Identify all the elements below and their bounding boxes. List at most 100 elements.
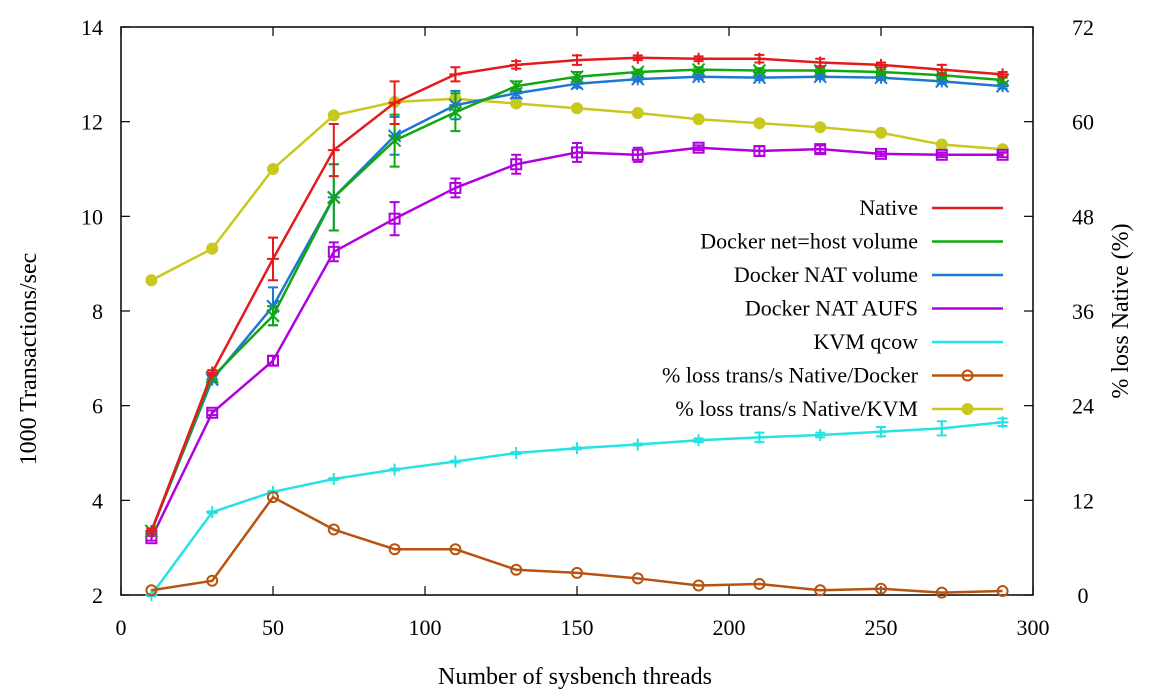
data-point xyxy=(388,463,401,476)
data-point xyxy=(510,158,523,171)
x-tick-label: 150 xyxy=(561,615,594,640)
data-point xyxy=(449,181,462,194)
data-point xyxy=(753,145,766,158)
series-5 xyxy=(145,491,1009,599)
data-point xyxy=(570,69,584,84)
data-point xyxy=(753,52,766,65)
legend-item: Docker NAT AUFS xyxy=(745,296,1003,321)
legend-label: KVM qcow xyxy=(814,329,919,354)
data-point xyxy=(631,72,645,86)
y-tick-label: 12 xyxy=(81,110,103,135)
y2-tick-label: 60 xyxy=(1072,110,1094,135)
legend-label: % loss trans/s Native/Docker xyxy=(662,363,919,388)
data-point xyxy=(388,212,401,225)
data-point xyxy=(267,491,279,504)
error-bar xyxy=(876,150,886,158)
data-point xyxy=(510,97,523,110)
y2-tick-label: 72 xyxy=(1072,15,1094,40)
data-point xyxy=(996,416,1009,429)
data-point xyxy=(145,584,158,597)
data-point xyxy=(996,585,1009,598)
x-tick-label: 250 xyxy=(865,615,898,640)
series-5-line xyxy=(151,495,1003,594)
data-point xyxy=(206,574,219,587)
legend-label: Docker NAT volume xyxy=(734,262,918,287)
data-point xyxy=(692,141,705,154)
data-point xyxy=(631,572,644,585)
data-point xyxy=(692,579,705,592)
x-tick-label: 200 xyxy=(713,615,746,640)
data-point xyxy=(813,69,827,84)
data-point xyxy=(571,54,583,67)
y-tick-label: 8 xyxy=(92,299,103,324)
y-tick-label: 2 xyxy=(92,583,103,608)
error-bar xyxy=(207,409,218,417)
data-point xyxy=(814,584,827,597)
data-point xyxy=(206,366,219,379)
data-point xyxy=(631,65,645,79)
data-point xyxy=(206,242,219,255)
data-point xyxy=(875,58,887,71)
series-3 xyxy=(145,141,1009,545)
data-point xyxy=(267,252,279,265)
data-point xyxy=(509,79,523,93)
error-bar xyxy=(936,151,947,159)
data-point xyxy=(327,144,340,157)
y2-tick-label: 0 xyxy=(1078,583,1089,608)
data-point xyxy=(814,121,827,134)
x-axis-title: Number of sysbench threads xyxy=(438,664,712,689)
legend-item: % loss trans/s Native/Docker xyxy=(662,363,1003,388)
series-6 xyxy=(145,92,1009,287)
data-point xyxy=(875,582,887,595)
data-point xyxy=(510,447,523,459)
legend-marker xyxy=(961,403,974,415)
data-point xyxy=(266,309,280,323)
data-point xyxy=(631,148,644,161)
data-point xyxy=(327,523,340,536)
data-point xyxy=(387,133,402,148)
y2-axis-title: % loss Native (%) xyxy=(1108,223,1134,398)
error-bar xyxy=(815,144,826,154)
data-point xyxy=(571,102,583,115)
data-point xyxy=(510,58,523,71)
y2-tick-label: 48 xyxy=(1072,204,1094,229)
data-point xyxy=(145,274,158,287)
data-point xyxy=(327,190,341,205)
x-tick-label: 300 xyxy=(1017,615,1050,640)
legend-item: Docker NAT volume xyxy=(734,262,1003,287)
data-point xyxy=(875,126,887,139)
data-point xyxy=(449,68,462,81)
legend-label: % loss trans/s Native/KVM xyxy=(675,396,918,421)
data-point xyxy=(570,77,584,91)
legend-item: Docker net=host volume xyxy=(700,229,1003,254)
legend: Native Docker net=host volume Docker NAT v… xyxy=(662,195,1003,421)
legend-item: % loss trans/s Native/KVM xyxy=(675,396,1003,421)
data-point xyxy=(753,577,766,590)
data-point xyxy=(509,86,523,100)
series-layer xyxy=(144,51,1010,601)
data-point xyxy=(692,52,705,65)
data-point xyxy=(691,69,706,84)
y2-tick-label: 36 xyxy=(1072,299,1094,324)
data-point xyxy=(327,109,340,122)
legend-item: KVM qcow xyxy=(814,329,1003,354)
data-point xyxy=(935,422,948,435)
data-point xyxy=(753,117,766,130)
error-bar xyxy=(511,153,522,175)
x-tick-label: 100 xyxy=(409,615,442,640)
data-point xyxy=(875,425,887,438)
data-point xyxy=(631,106,644,119)
data-point xyxy=(571,566,583,579)
data-point xyxy=(327,473,340,486)
data-point xyxy=(631,51,644,64)
data-point xyxy=(388,543,401,556)
y-axis-title: 1000 Transactions/sec xyxy=(16,253,42,466)
legend-label: Docker net=host volume xyxy=(700,229,918,254)
error-bar xyxy=(450,177,461,199)
data-point xyxy=(327,245,340,258)
data-point xyxy=(692,434,705,447)
data-point xyxy=(996,148,1009,161)
data-point xyxy=(145,525,158,538)
data-point xyxy=(995,79,1010,93)
